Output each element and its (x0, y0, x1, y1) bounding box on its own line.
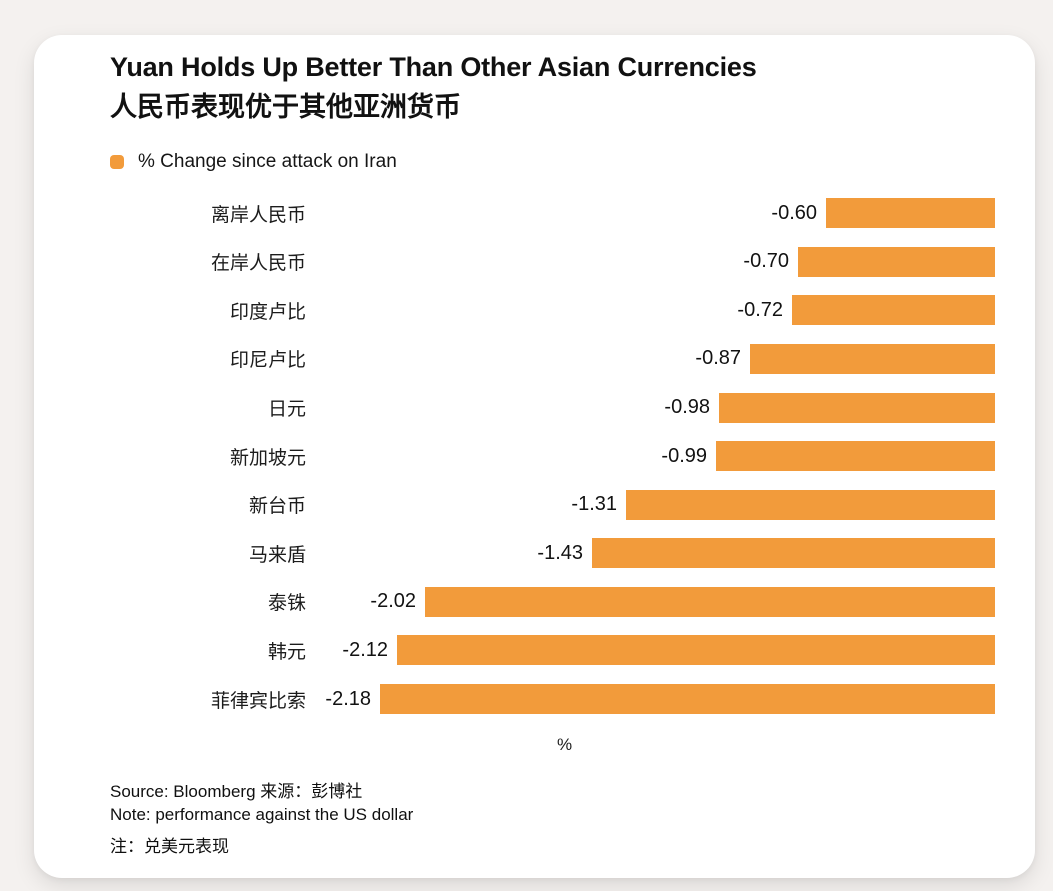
bar (716, 441, 995, 472)
bar (626, 489, 995, 520)
bar-row: 离岸人民币 -0.60 (110, 189, 995, 238)
legend-label: % Change since attack on Iran (138, 150, 397, 172)
bar-plot-area: -0.98 (306, 392, 995, 423)
value-label: -0.70 (743, 250, 789, 273)
note-line-zh: 注：兑美元表现 (110, 837, 229, 857)
bar-plot-area: -0.87 (306, 343, 995, 374)
bar-row: 印尼卢比 -0.87 (110, 335, 995, 384)
value-label: -0.99 (661, 444, 707, 467)
bar-row: 新台币 -1.31 (110, 480, 995, 529)
bar-row: 韩元 -2.12 (110, 626, 995, 675)
bar (380, 684, 995, 715)
value-label: -0.60 (771, 201, 817, 224)
footer: Source: Bloomberg 来源：彭博社 Note: performan… (110, 781, 995, 858)
legend-color-swatch-icon (110, 154, 124, 169)
bar-row: 菲律宾比索 -2.18 (110, 675, 995, 724)
bar-plot-area: -0.72 (306, 295, 995, 326)
category-label: 在岸人民币 (210, 253, 306, 275)
note-line: Note: performance against the US dollar (110, 804, 414, 824)
legend: % Change since attack on Iran (110, 151, 995, 173)
source-line: Source: Bloomberg 来源：彭博社 (110, 782, 363, 802)
bar-plot-area: -2.02 (306, 586, 995, 617)
bar-plot-area: -0.70 (306, 246, 995, 277)
bar-plot-area: -1.31 (306, 489, 995, 520)
category-label: 韩元 (267, 641, 306, 663)
bar-row: 马来盾 -1.43 (110, 529, 995, 578)
bar-row: 在岸人民币 -0.70 (110, 237, 995, 286)
category-label: 菲律宾比索 (210, 690, 306, 712)
value-label: -2.18 (325, 687, 371, 710)
bar (397, 635, 995, 666)
value-label: -2.12 (342, 638, 388, 661)
bar-row: 印度卢比 -0.72 (110, 286, 995, 335)
chart-subtitle-zh: 人民币表现优于其他亚洲货币 (110, 91, 461, 122)
category-label: 离岸人民币 (210, 204, 306, 226)
category-label: 新加坡元 (229, 447, 306, 469)
value-label: -1.31 (571, 493, 617, 516)
bar-plot-area: -1.43 (306, 538, 995, 569)
bar-row: 新加坡元 -0.99 (110, 432, 995, 481)
value-label: -0.72 (737, 298, 783, 321)
bar-plot-area: -2.12 (306, 635, 995, 666)
bar-chart: 离岸人民币 -0.60 在岸人民币 -0.70 印度卢比 -0.72 印尼卢比 … (110, 189, 995, 724)
x-axis-label: % (556, 735, 573, 755)
chart-card: Yuan Holds Up Better Than Other Asian Cu… (34, 35, 1035, 878)
value-label: -1.43 (537, 541, 583, 564)
bar-plot-area: -0.99 (306, 441, 995, 472)
category-label: 印度卢比 (229, 301, 306, 323)
category-label: 日元 (267, 399, 306, 421)
value-label: -0.98 (664, 396, 710, 419)
chart-title: Yuan Holds Up Better Than Other Asian Cu… (110, 52, 757, 82)
bar-plot-area: -0.60 (306, 198, 995, 229)
value-label: -2.02 (370, 590, 416, 613)
bar (719, 392, 995, 423)
bar-row: 日元 -0.98 (110, 383, 995, 432)
bar (792, 295, 995, 326)
category-label: 马来盾 (248, 544, 306, 566)
category-label: 印尼卢比 (229, 350, 306, 372)
bar (826, 198, 995, 229)
bar (750, 343, 995, 374)
bar-row: 泰铢 -2.02 (110, 578, 995, 627)
bar (425, 586, 995, 617)
value-label: -0.87 (695, 347, 741, 370)
category-label: 新台币 (248, 496, 306, 518)
category-label: 泰铢 (267, 593, 306, 615)
bar-plot-area: -2.18 (306, 684, 995, 715)
bar (592, 538, 995, 569)
bar (798, 246, 995, 277)
